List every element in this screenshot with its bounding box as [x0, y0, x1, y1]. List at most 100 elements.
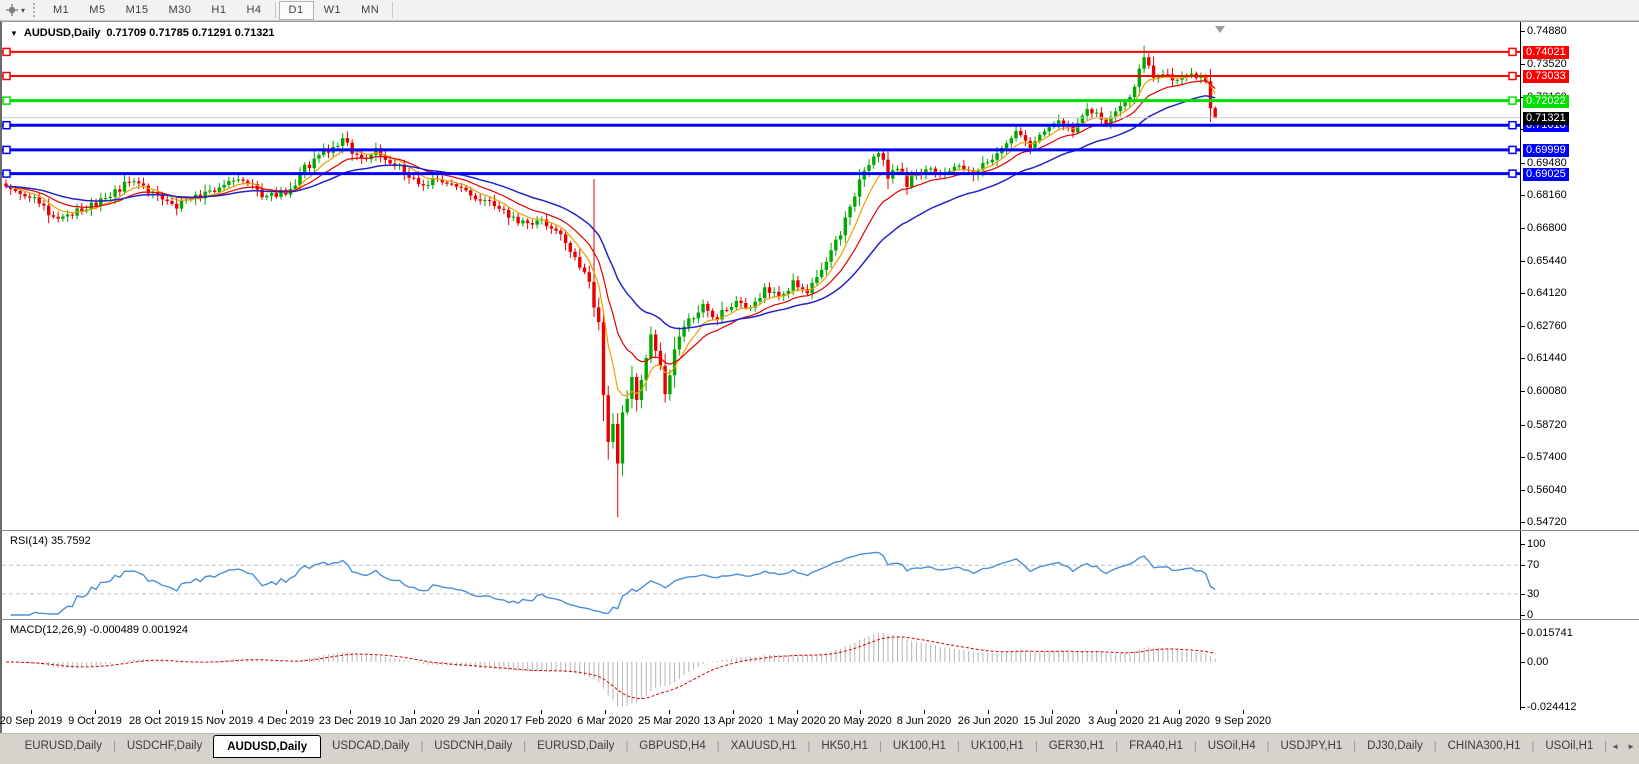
date-label: 3 Aug 2020 [1088, 715, 1144, 727]
timeframe-button-w1[interactable]: W1 [323, 3, 342, 16]
macd-chart[interactable] [2, 620, 1520, 709]
level-price-label: 0.74021 [1523, 46, 1569, 59]
timeframe-button-h1[interactable]: H1 [211, 3, 227, 16]
date-label: 20 Sep 2019 [0, 715, 63, 727]
toolbar-grip[interactable] [33, 3, 36, 17]
date-label: 20 May 2020 [828, 715, 892, 727]
chart-tab-usdjpy-h1[interactable]: USDJPY,H1 [1280, 740, 1343, 752]
date-tick-mark [988, 710, 989, 714]
axis-tick-mark [1521, 662, 1525, 663]
toolbar-separator [274, 2, 276, 18]
timeframe-button-m5[interactable]: M5 [89, 3, 106, 16]
axis-tick-mark [1521, 195, 1525, 196]
axis-tick-mark [1521, 633, 1525, 634]
date-label: 9 Oct 2019 [68, 715, 122, 727]
chart-tab-dj30-daily[interactable]: DJ30,Daily [1367, 740, 1423, 752]
rsi-chart[interactable] [2, 532, 1520, 620]
chart-tab-eurusd-daily[interactable]: EURUSD,Daily [537, 740, 615, 752]
date-tick-mark [95, 710, 96, 714]
chart-tab-usdcad-daily[interactable]: USDCAD,Daily [332, 740, 410, 752]
rsi-panel: RSI(14) 35.7592 100 70 30 0 [0, 530, 1639, 621]
price-tick-label: 0.61440 [1527, 352, 1567, 364]
timeframe-toolbar: ▾ M1 M5 M15 M30 H1 H4 D1 W1 MN [0, 0, 1639, 21]
axis-tick-mark [1521, 293, 1525, 294]
axis-tick-mark [1521, 31, 1525, 32]
date-label: 26 Jun 2020 [957, 715, 1019, 727]
chart-tab-usoil-h1[interactable]: USOil,H1 [1545, 740, 1594, 752]
date-tick-mark [1179, 710, 1180, 714]
tab-separator: | [625, 740, 629, 752]
price-tick-label: 0.56040 [1527, 484, 1567, 496]
date-label: 1 May 2020 [768, 715, 826, 727]
timeframe-button-m15[interactable]: M15 [125, 3, 149, 16]
chart-title: ▼ AUDUSD,Daily 0.71709 0.71785 0.71291 0… [10, 27, 275, 39]
price-tick-label: 0.74880 [1527, 25, 1567, 37]
rsi-tick-label: 30 [1527, 588, 1540, 600]
date-tick-mark [414, 710, 415, 714]
date-tick-mark [286, 710, 287, 714]
timeframe-button-h4[interactable]: H4 [246, 3, 262, 16]
timeframe-button-m30[interactable]: M30 [168, 3, 192, 16]
chart-tab-hk50-h1[interactable]: HK50,H1 [821, 740, 868, 752]
date-tick-mark [605, 710, 606, 714]
tab-separator: | [523, 740, 527, 752]
crosshair-tool-icon[interactable] [3, 2, 21, 18]
chart-ohlc-values: 0.71709 0.71785 0.71291 0.71321 [106, 27, 275, 39]
date-tick-mark [478, 710, 479, 714]
macd-panel: MACD(12,26,9) -0.000489 0.001924 0.01574… [0, 619, 1639, 713]
chart-tab-usoil-h4[interactable]: USOil,H4 [1207, 740, 1256, 752]
current-price-label: 0.71321 [1523, 112, 1569, 125]
chart-tab-usdcnh-daily[interactable]: USDCNH,Daily [434, 740, 513, 752]
rsi-tick-label: 70 [1527, 559, 1540, 571]
date-label: 15 Nov 2019 [190, 715, 254, 727]
rsi-axis: 100 70 30 0 [1520, 531, 1639, 621]
price-tick-label: 0.68160 [1527, 189, 1567, 201]
chart-tab-eurusd-daily[interactable]: EURUSD,Daily [24, 740, 102, 752]
timeframe-button-mn[interactable]: MN [361, 3, 380, 16]
date-tick-mark [669, 710, 670, 714]
date-tick-mark [350, 710, 351, 714]
chart-tab-uk100-h1[interactable]: UK100,H1 [970, 740, 1024, 752]
axis-tick-mark [1521, 163, 1525, 164]
timeframe-button-d1[interactable]: D1 [278, 0, 314, 20]
axis-tick-mark [1521, 425, 1525, 426]
axis-tick-mark [1521, 64, 1525, 65]
tab-separator: | [1353, 740, 1357, 752]
tool-dropdown-caret[interactable]: ▾ [21, 5, 26, 15]
rsi-value: 35.7592 [50, 535, 91, 547]
macd-tick-label: 0.015741 [1527, 627, 1573, 639]
date-label: 23 Dec 2019 [318, 715, 382, 727]
macd-main-value: -0.000489 [89, 624, 140, 636]
date-tick-mark [159, 710, 160, 714]
tab-scroll-left-icon[interactable]: ◄ [1611, 742, 1620, 751]
macd-label: MACD(12,26,9) -0.000489 0.001924 [10, 624, 188, 636]
price-tick-label: 0.73520 [1527, 58, 1567, 70]
chart-tab-uk100-h1[interactable]: UK100,H1 [892, 740, 946, 752]
date-label: 13 Apr 2020 [703, 715, 763, 727]
price-tick-label: 0.69480 [1527, 157, 1567, 169]
chart-tab-audusd-daily[interactable]: AUDUSD,Daily [213, 735, 322, 758]
date-label: 28 Oct 2019 [129, 715, 189, 727]
tab-scroll-right-icon[interactable]: ► [1627, 742, 1635, 751]
date-tick-mark [733, 710, 734, 714]
chart-tab-gbpusd-h4[interactable]: GBPUSD,H4 [639, 740, 706, 752]
date-label: 15 Jul 2020 [1023, 715, 1081, 727]
date-label: 17 Feb 2020 [510, 715, 572, 727]
chart-shift-marker-icon [1215, 26, 1225, 33]
date-label: 21 Aug 2020 [1148, 715, 1210, 727]
collapse-triangle-icon[interactable]: ▼ [10, 28, 18, 38]
chart-tab-ger30-h1[interactable]: GER30,H1 [1048, 740, 1105, 752]
date-tick-mark [222, 710, 223, 714]
price-tick-label: 0.62760 [1527, 320, 1567, 332]
candlestick-chart[interactable] [2, 22, 1520, 531]
chart-tab-xauusd-h1[interactable]: XAUUSD,H1 [730, 740, 797, 752]
chart-tabbar: EURUSD,Daily | USDCHF,Daily AUDUSD,Daily USD… [0, 733, 1639, 764]
chart-tab-china300-h1[interactable]: CHINA300,H1 [1447, 740, 1521, 752]
tab-separator: | [878, 740, 882, 752]
chart-tab-usdchf-daily[interactable]: USDCHF,Daily [126, 740, 203, 752]
chart-tab-fra40-h1[interactable]: FRA40,H1 [1129, 740, 1183, 752]
price-tick-label: 0.66800 [1527, 222, 1567, 234]
tab-separator: | [1531, 740, 1535, 752]
level-price-label: 0.73033 [1523, 70, 1569, 83]
timeframe-button-m1[interactable]: M1 [53, 3, 70, 16]
